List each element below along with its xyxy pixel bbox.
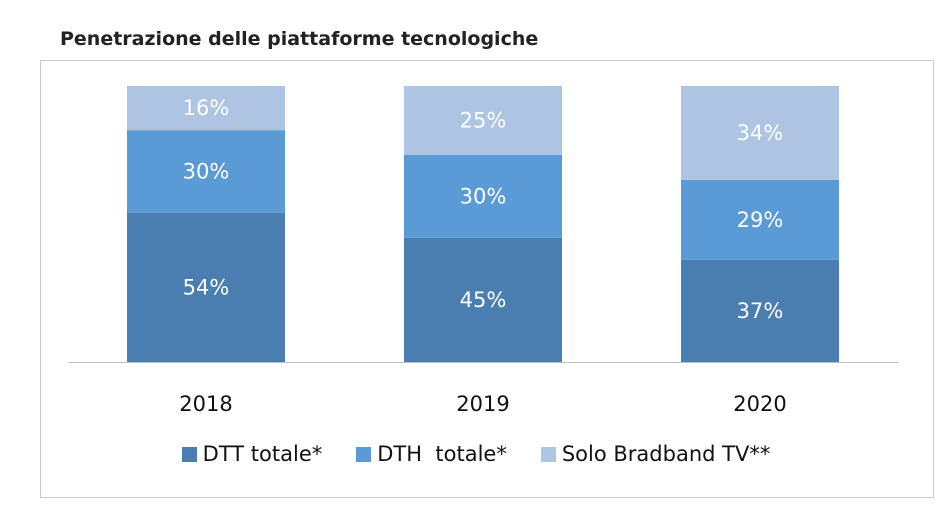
stacked-bar-chart: 54% 30% 16% 2018 45% 30% 25% 2019 37% 29% 34% 2020 — [68, 86, 898, 416]
legend-swatch — [540, 446, 556, 462]
chart-frame — [40, 60, 934, 498]
x-tick-label: 2020 — [733, 392, 786, 416]
data-label: 30% — [460, 184, 507, 208]
bar-segment — [404, 237, 562, 362]
data-label: 30% — [183, 160, 230, 184]
bar-segment — [681, 259, 839, 362]
data-label: 16% — [183, 96, 230, 120]
legend-label: DTH totale* — [377, 442, 507, 466]
data-label: 25% — [460, 109, 507, 133]
legend-swatch — [181, 446, 197, 462]
chart-title: Penetrazione delle piattaforme tecnologi… — [60, 28, 539, 50]
legend-item: Solo Bradband TV** — [540, 442, 771, 466]
bar-segment — [404, 86, 562, 155]
data-label: 45% — [460, 288, 507, 312]
bar-segment — [404, 155, 562, 238]
bar-segment — [127, 212, 285, 362]
data-label: 54% — [183, 275, 230, 299]
bar-segment — [681, 179, 839, 260]
data-label: 29% — [737, 208, 784, 232]
bar-segment — [127, 130, 285, 213]
legend-swatch — [356, 446, 372, 462]
legend-item: DTT totale* — [181, 442, 323, 466]
x-tick-label: 2018 — [179, 392, 232, 416]
legend-label: Solo Bradband TV** — [561, 442, 771, 466]
data-label: 34% — [737, 121, 784, 145]
legend-item: DTH totale* — [356, 442, 507, 466]
chart-legend: DTT totale* DTH totale* Solo Bradband TV** — [0, 442, 952, 466]
bar-segment — [681, 86, 839, 180]
legend-label: DTT totale* — [202, 442, 323, 466]
bar-segment — [127, 86, 285, 131]
x-tick-label: 2019 — [456, 392, 509, 416]
data-label: 37% — [737, 299, 784, 323]
